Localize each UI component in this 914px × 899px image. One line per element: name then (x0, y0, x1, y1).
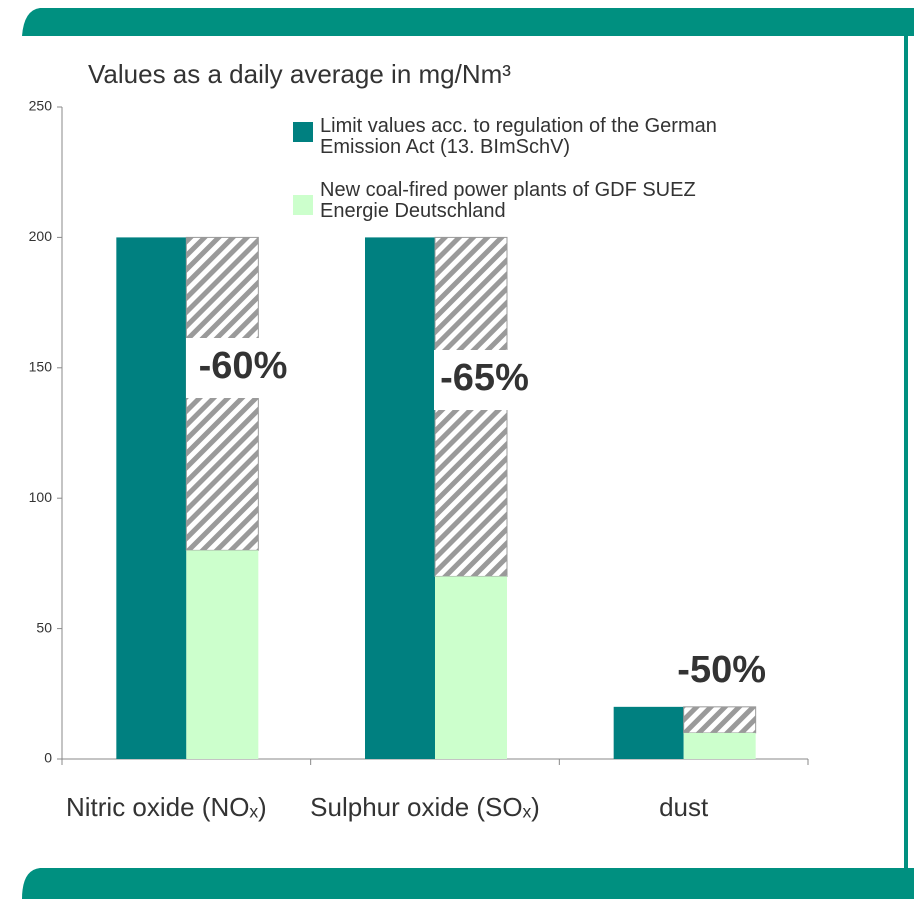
x-tick-label: Sulphur oxide (SOₓ) (310, 792, 540, 822)
bar (116, 237, 187, 759)
x-tick-label: Nitric oxide (NOₓ) (66, 792, 267, 822)
legend-label: New coal-fired power plants of GDF SUEZ … (320, 179, 696, 222)
annotation-box (186, 338, 300, 398)
legend-swatch (293, 195, 313, 215)
annotation: -60% (199, 345, 288, 387)
legend-swatch (293, 122, 313, 142)
legend-label: Limit values acc. to regulation of the G… (320, 115, 717, 158)
right-border (904, 36, 908, 868)
chart-title: Values as a daily average in mg/Nm³ (88, 59, 511, 89)
reduction-hatch (683, 706, 757, 734)
bar (613, 706, 684, 759)
bar (365, 237, 435, 759)
annotation: -50% (677, 649, 766, 691)
top-band (22, 8, 914, 36)
annotation: -65% (440, 357, 529, 399)
bar (435, 576, 507, 759)
x-tick-label: dust (659, 792, 709, 822)
y-tick-label: 200 (29, 228, 53, 244)
y-tick-label: 50 (36, 619, 52, 635)
y-tick-label: 100 (29, 489, 53, 505)
bar (186, 550, 259, 759)
y-tick-label: 250 (29, 98, 53, 114)
y-tick-label: 150 (29, 359, 53, 375)
annotation-box (434, 350, 535, 410)
y-tick-label: 0 (44, 750, 52, 766)
bottom-band (22, 868, 914, 899)
bar (683, 732, 756, 759)
